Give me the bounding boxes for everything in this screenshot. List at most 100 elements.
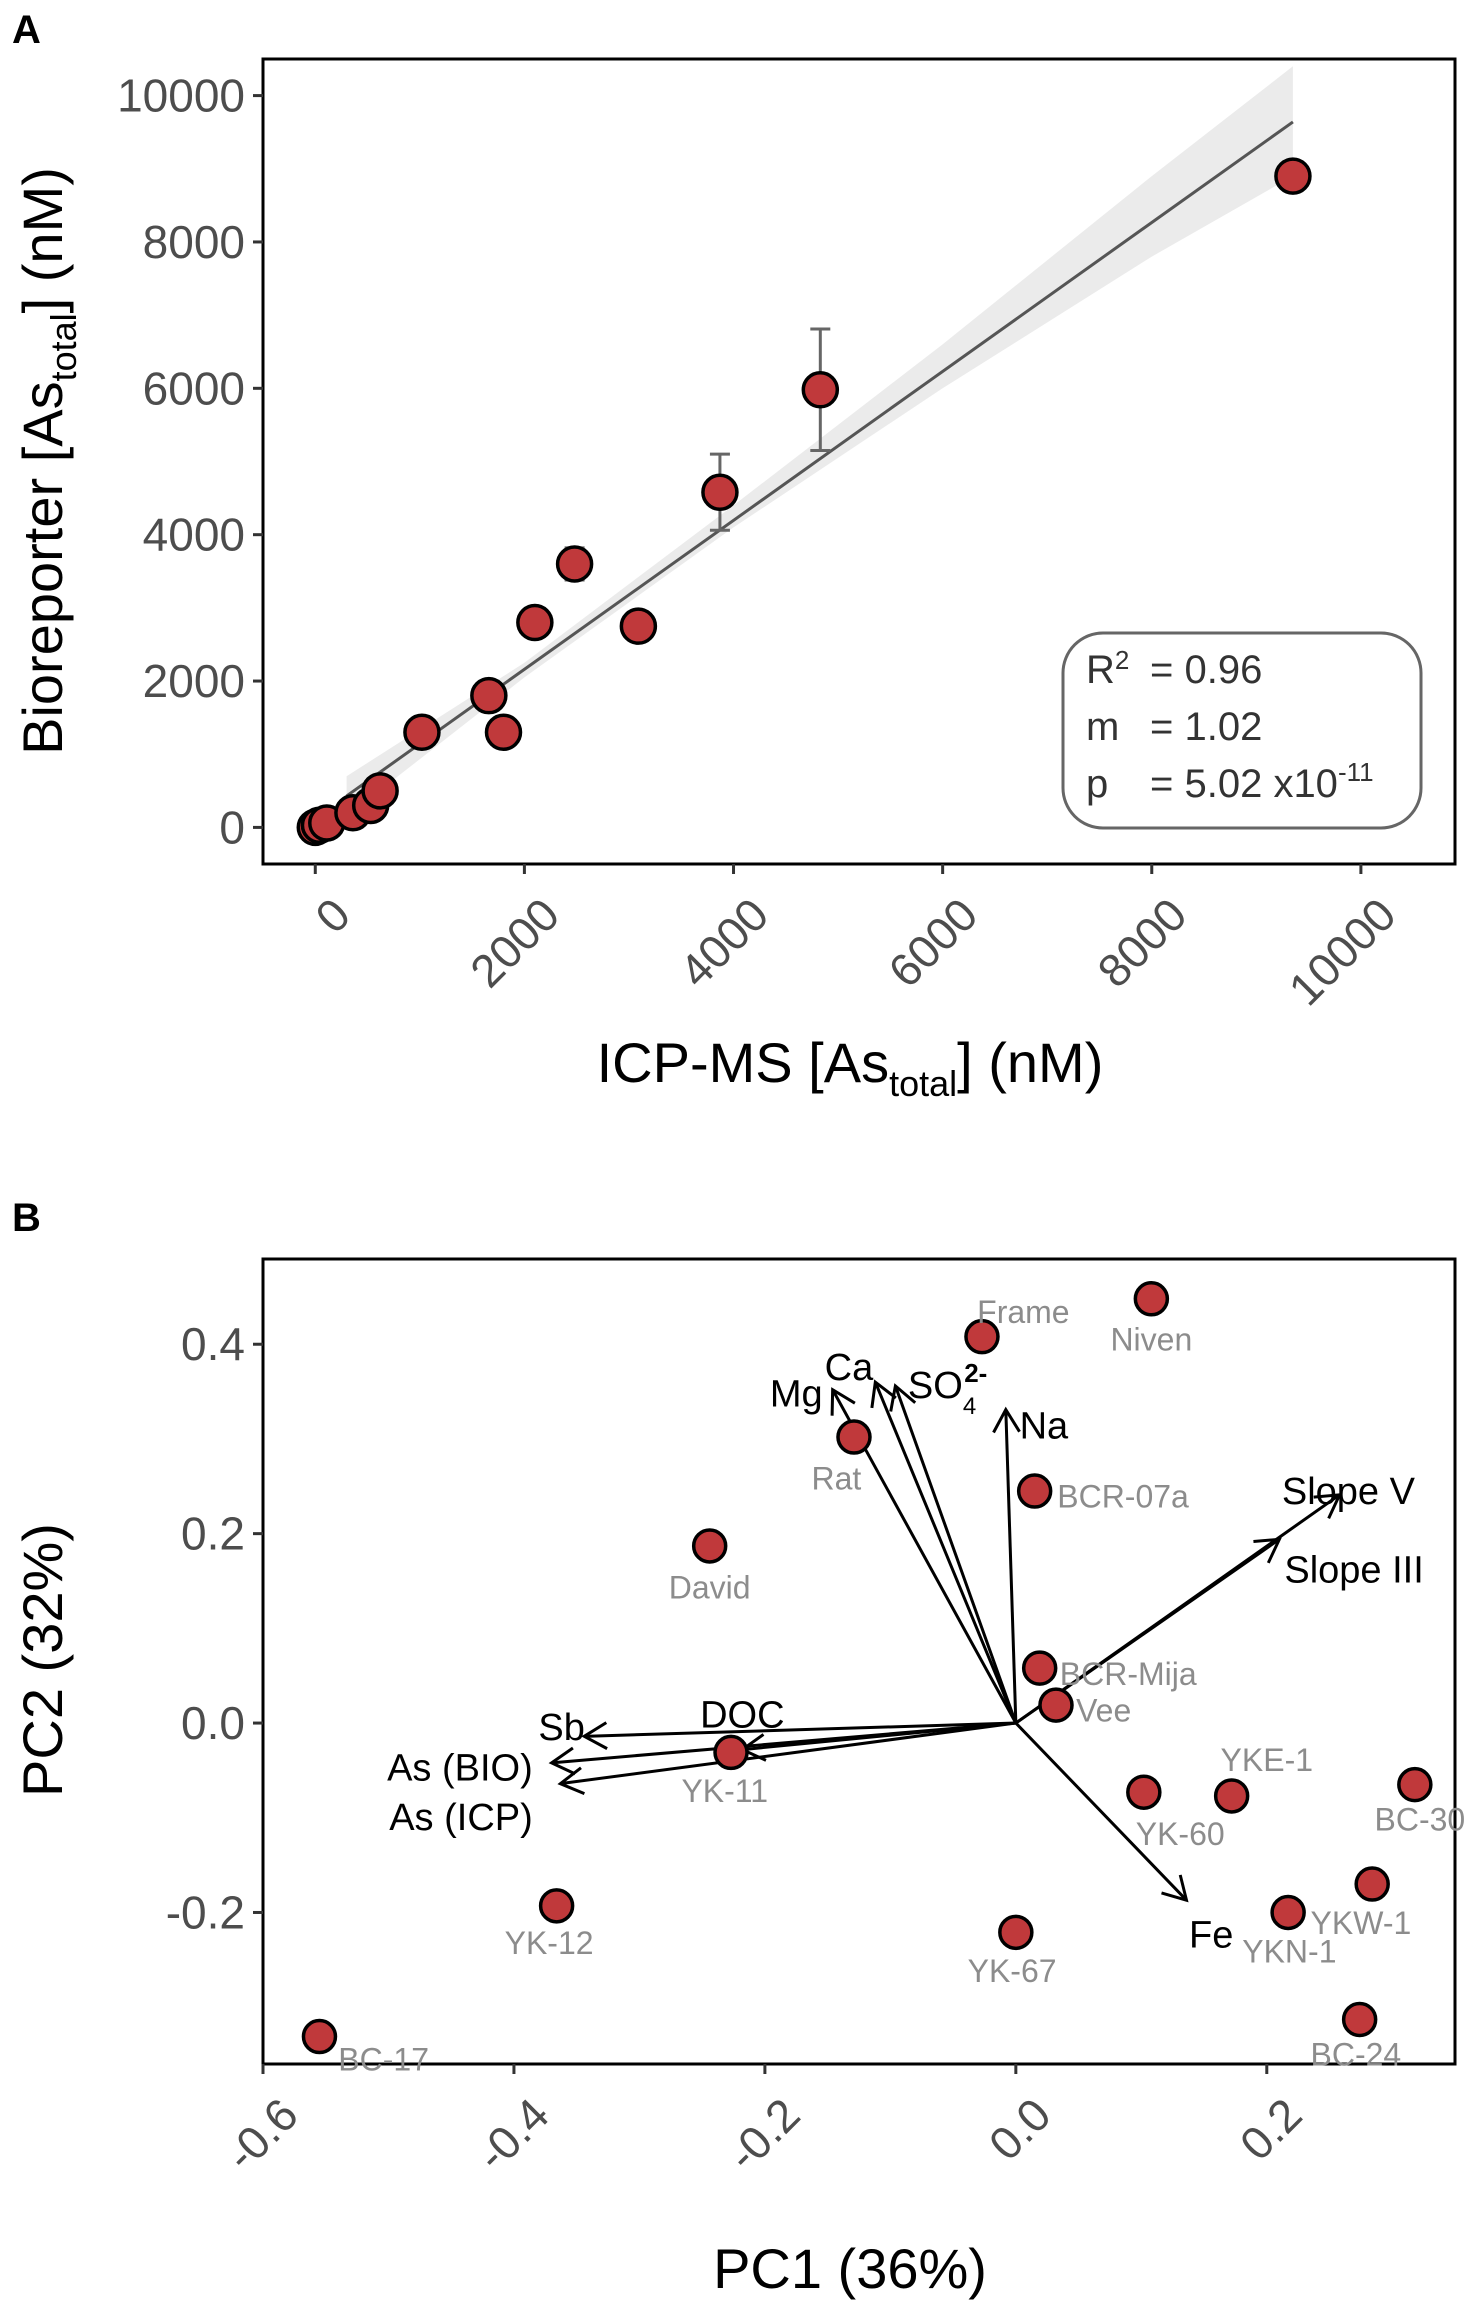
y-tick-label: 2000 xyxy=(143,655,245,707)
site-point xyxy=(691,1528,728,1564)
x-tick-label: 0 xyxy=(305,888,360,943)
site-label: Frame xyxy=(977,1294,1069,1330)
site-point xyxy=(836,1419,872,1455)
panel-a-x-axis-title: ICP-MS [Astotal] (nM) xyxy=(597,1031,1104,1104)
stats-m-label: m xyxy=(1086,705,1119,749)
site-label: Vee xyxy=(1076,1693,1131,1729)
y-tick-label: 0.0 xyxy=(181,1697,245,1749)
site-point xyxy=(1213,1778,1250,1814)
stats-p-label: p xyxy=(1086,762,1108,806)
panel-a-ylabel-sub: total xyxy=(43,313,84,381)
fit-line xyxy=(345,120,1294,798)
variable-label: As (BIO) xyxy=(387,1748,533,1790)
site-point xyxy=(1016,1473,1053,1509)
x-tick-label: -0.6 xyxy=(215,2088,308,2181)
site-label: YKW-1 xyxy=(1311,1905,1412,1941)
panel-a-y-axis-title: Bioreporter [Astotal] (nM) xyxy=(11,167,84,755)
site-point xyxy=(713,1734,749,1771)
stats-r2-value: = 0.96 xyxy=(1150,648,1262,692)
panel-a-x-ticks: 0 2000 4000 6000 8000 10000 xyxy=(305,864,1406,1015)
y-tick-label: 4000 xyxy=(143,509,245,561)
panel-b-y-ticks: -0.2 0.0 0.2 0.4 xyxy=(166,1318,263,1938)
stats-r2-label: R xyxy=(1086,648,1115,692)
data-point xyxy=(801,371,840,409)
x-tick-label: -0.4 xyxy=(466,2088,559,2181)
site-label: YK-60 xyxy=(1136,1816,1225,1852)
site-label: Rat xyxy=(812,1461,862,1497)
variable-label: As (ICP) xyxy=(389,1797,533,1839)
site-label: YKN-1 xyxy=(1242,1933,1336,1969)
variable-label: Sb xyxy=(538,1707,584,1749)
data-point xyxy=(484,713,523,752)
x-tick-label: 6000 xyxy=(878,888,987,997)
loading-arrow xyxy=(557,1721,1017,1795)
x-tick-label: 2000 xyxy=(460,888,569,997)
panel-a-ylabel: Bioreporter [As xyxy=(11,381,74,755)
panel-b-x-ticks: -0.6 -0.4 -0.2 0.0 0.2 xyxy=(215,2064,1312,2181)
variable-label: Mg xyxy=(770,1373,823,1415)
variable-label: DOC xyxy=(700,1695,784,1737)
site-point xyxy=(1354,1866,1390,1902)
site-label: BCR-Mija xyxy=(1060,1656,1197,1692)
variable-label: SO42- xyxy=(908,1358,987,1420)
site-label: BC-17 xyxy=(338,2041,429,2077)
loading-arrow xyxy=(1014,1722,1189,1903)
panel-a-fit-group xyxy=(345,120,1294,798)
panel-b-plot-area xyxy=(261,1257,1457,2066)
y-tick-label: 0.2 xyxy=(181,1508,245,1560)
x-tick-label: 0.0 xyxy=(979,2088,1061,2170)
variable-label: Na xyxy=(1020,1406,1069,1448)
data-point xyxy=(470,676,508,715)
site-point xyxy=(538,1888,575,1924)
site-point xyxy=(1270,1894,1306,1931)
x-tick-label: -0.2 xyxy=(717,2088,810,2181)
y-tick-label: 0 xyxy=(219,801,245,853)
x-tick-label: 10000 xyxy=(1278,888,1405,1015)
x-tick-label: 4000 xyxy=(669,888,778,997)
site-point xyxy=(1126,1774,1162,1810)
variable-label: Ca xyxy=(825,1347,874,1389)
loading-arrow xyxy=(992,1406,1021,1724)
data-point xyxy=(619,607,658,645)
stats-p-value: = 5.02 x10 xyxy=(1150,762,1338,806)
site-label: David xyxy=(669,1570,751,1606)
variable-label: Fe xyxy=(1189,1914,1233,1956)
y-tick-label: 6000 xyxy=(143,362,245,414)
x-tick-label: 8000 xyxy=(1087,888,1196,997)
y-tick-label: 0.4 xyxy=(181,1318,245,1370)
site-point xyxy=(998,1914,1034,1951)
site-label: BC-24 xyxy=(1311,2037,1402,2073)
stats-p: p = 5.02 x10-11 xyxy=(1086,757,1374,806)
loading-arrow xyxy=(889,1383,1018,1724)
panel-a-chart: 0 2000 4000 6000 8000 10000 0 2000 4000 6000 8000… xyxy=(11,57,1457,1104)
site-label: YK-12 xyxy=(505,1925,594,1961)
panel-a-xlabel-end: ] (nM) xyxy=(957,1031,1103,1094)
site-point xyxy=(964,1318,1000,1355)
stats-r2: R2 = 0.96 xyxy=(1086,645,1262,692)
site-label: BCR-07a xyxy=(1057,1479,1189,1515)
site-point xyxy=(301,2018,338,2055)
stats-box xyxy=(1061,631,1423,830)
data-point xyxy=(555,545,594,583)
panel-a-xlabel: ICP-MS [As xyxy=(597,1031,889,1094)
variable-label: Slope V xyxy=(1282,1471,1416,1513)
data-point xyxy=(403,713,441,752)
site-label: YK-67 xyxy=(968,1953,1057,1989)
panel-a-points-group xyxy=(296,157,1312,847)
stats-m-value: = 1.02 xyxy=(1150,705,1262,749)
stats-r2-sup: 2 xyxy=(1115,645,1129,675)
site-label: BC-30 xyxy=(1375,1802,1465,1838)
x-tick-label: 0.2 xyxy=(1230,2088,1312,2170)
panel-a-ylabel-end: ] (nM) xyxy=(11,167,74,313)
loading-arrow xyxy=(870,1379,1018,1724)
loading-arrow xyxy=(548,1721,1016,1776)
site-label: YK-11 xyxy=(681,1773,768,1809)
stats-p-exp: -11 xyxy=(1338,757,1374,787)
y-tick-label: 10000 xyxy=(117,70,245,122)
panel-a-xlabel-sub: total xyxy=(889,1063,957,1104)
site-point xyxy=(1133,1281,1170,1317)
